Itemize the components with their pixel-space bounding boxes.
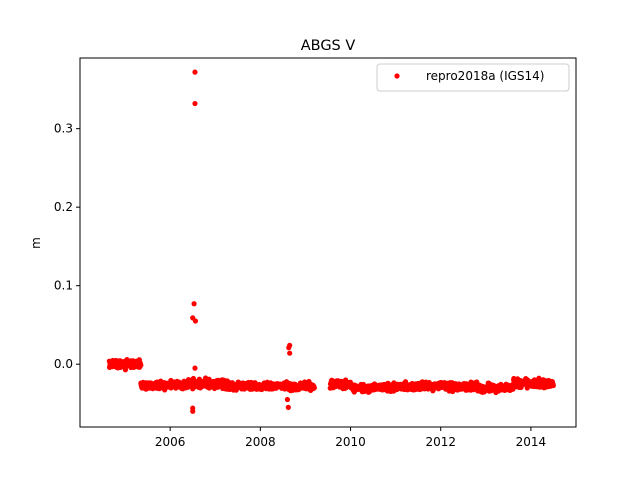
data-point bbox=[138, 362, 144, 368]
data-point bbox=[192, 365, 198, 371]
y-axis-label: m bbox=[29, 237, 43, 249]
data-point bbox=[192, 100, 198, 107]
chart-title: ABGS V bbox=[301, 38, 356, 54]
data-point bbox=[191, 301, 197, 307]
x-tick-label: 2008 bbox=[245, 435, 276, 449]
x-tick-label: 2014 bbox=[516, 435, 547, 449]
y-tick-label: 0.3 bbox=[54, 122, 73, 136]
legend-label: repro2018a (IGS14) bbox=[426, 69, 544, 83]
y-axis: 0.0 0.1 0.2 0.3 bbox=[54, 122, 80, 371]
data-point bbox=[284, 396, 291, 403]
plot-area-frame bbox=[79, 57, 577, 428]
data-point bbox=[550, 382, 556, 389]
y-tick-label: 0.0 bbox=[54, 357, 73, 371]
data-point bbox=[286, 345, 292, 351]
x-tick-label: 2006 bbox=[155, 435, 186, 449]
data-point bbox=[190, 408, 196, 414]
data-point bbox=[192, 318, 199, 324]
data-points-layer bbox=[106, 69, 556, 414]
data-point bbox=[192, 69, 198, 75]
x-axis: 2006 2008 2010 2012 2014 bbox=[155, 427, 546, 449]
data-point bbox=[287, 350, 293, 356]
x-tick-label: 2012 bbox=[425, 435, 456, 449]
x-tick-label: 2010 bbox=[335, 435, 366, 449]
legend-box bbox=[376, 63, 570, 92]
data-point bbox=[285, 404, 291, 410]
legend-marker bbox=[394, 73, 400, 79]
legend: repro2018a (IGS14) bbox=[376, 63, 570, 92]
y-tick-label: 0.2 bbox=[54, 200, 73, 214]
y-tick-label: 0.1 bbox=[54, 279, 73, 293]
data-point bbox=[311, 385, 317, 391]
